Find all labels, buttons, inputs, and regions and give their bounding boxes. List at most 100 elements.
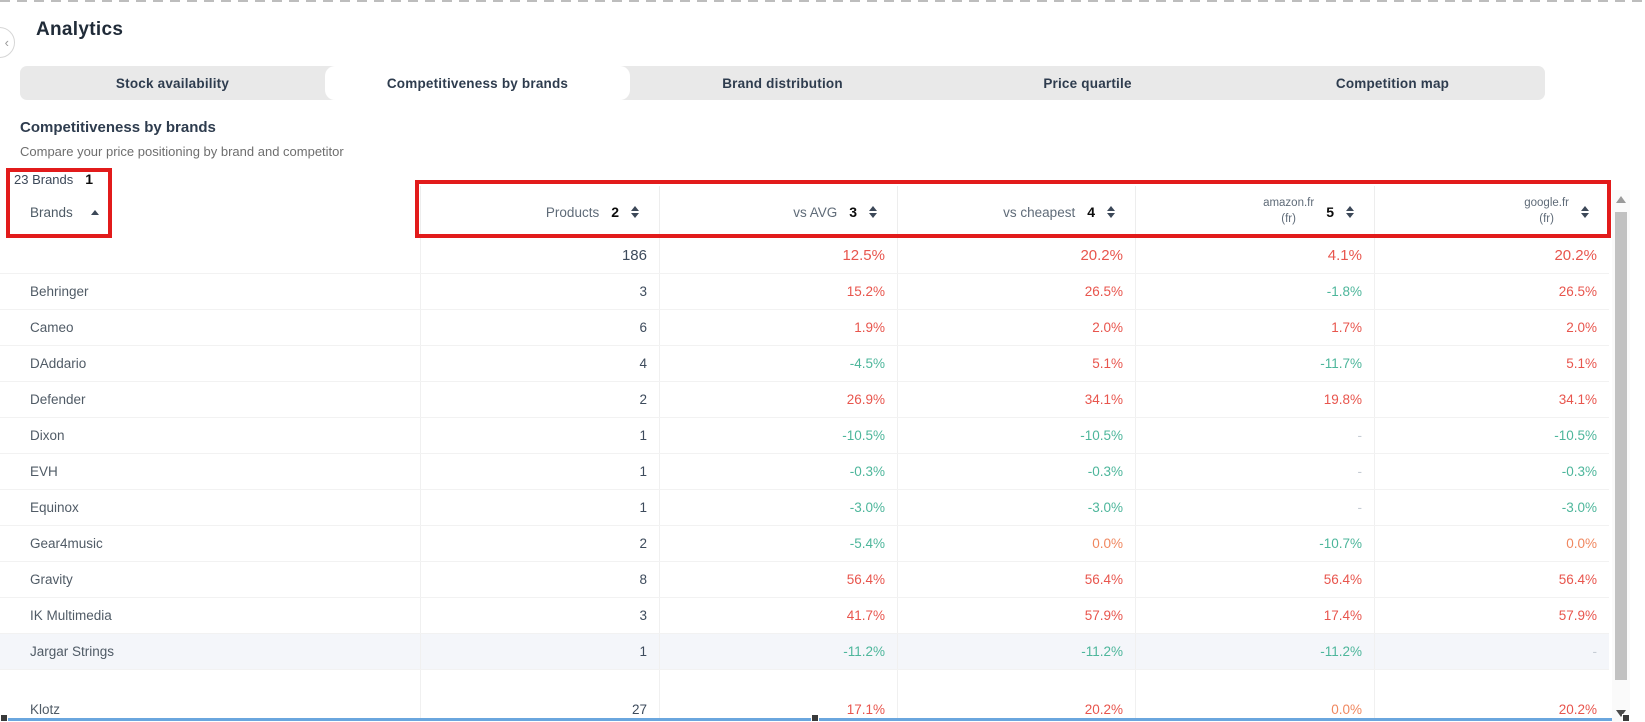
google-fr-cell: 5.1% <box>1374 346 1609 381</box>
sort-ascending-icon[interactable] <box>90 209 99 215</box>
amazon-fr-cell: - <box>1135 454 1374 489</box>
products-cell: 1 <box>420 418 659 453</box>
scrollbar-thumb[interactable] <box>1615 212 1627 680</box>
brand-cell: Dixon <box>30 428 65 443</box>
google-fr-cell: 0.0% <box>1374 526 1609 561</box>
google-fr-cell: -3.0% <box>1374 490 1609 525</box>
brand-cell: EVH <box>30 464 58 479</box>
table-header-row: Brands Products 2 vs AVG 3 vs cheapest 4… <box>0 186 1609 238</box>
table-row[interactable]: Equinox 1 -3.0% -3.0% - -3.0% <box>0 490 1609 526</box>
table-row[interactable]: Klotz 27 17.1% 20.2% 0.0% 20.2% <box>0 670 1609 720</box>
scrollbar-down-arrow-icon[interactable] <box>1612 710 1630 722</box>
vs-cheapest-cell: -3.0% <box>897 490 1135 525</box>
column-header-brands[interactable]: Brands <box>0 186 420 238</box>
sort-icon[interactable] <box>869 206 877 218</box>
table-row[interactable]: EVH 1 -0.3% -0.3% - -0.3% <box>0 454 1609 490</box>
brand-cell <box>0 238 420 273</box>
products-cell: 6 <box>420 310 659 345</box>
table-row[interactable]: Jargar Strings 1 -11.2% -11.2% -11.2% - <box>0 634 1609 670</box>
column-header-google-fr[interactable]: google.fr (fr) <box>1374 186 1609 238</box>
brand-cell: Gear4music <box>30 536 103 551</box>
column-header-vs-avg[interactable]: vs AVG 3 <box>659 186 897 238</box>
selection-outline-top <box>0 0 1645 2</box>
brand-cell: Defender <box>30 392 86 407</box>
table-row[interactable]: Behringer 3 15.2% 26.5% -1.8% 26.5% <box>0 274 1609 310</box>
google-fr-cell: 2.0% <box>1374 310 1609 345</box>
vs-avg-cell: -3.0% <box>659 490 897 525</box>
tab-brand-distribution[interactable]: Brand distribution <box>722 75 843 91</box>
vs-avg-cell: -5.4% <box>659 526 897 561</box>
vs-cheapest-cell: -11.2% <box>897 634 1135 669</box>
google-fr-cell: -0.3% <box>1374 454 1609 489</box>
vs-cheapest-cell: 2.0% <box>897 310 1135 345</box>
table-row[interactable]: 186 12.5% 20.2% 4.1% 20.2% <box>0 238 1609 274</box>
selection-handle[interactable] <box>811 714 819 722</box>
sort-icon[interactable] <box>1107 206 1115 218</box>
annotation-number-1: 1 <box>85 171 94 187</box>
google-fr-cell: 56.4% <box>1374 562 1609 597</box>
vs-avg-cell: 56.4% <box>659 562 897 597</box>
competitiveness-table: Brands Products 2 vs AVG 3 vs cheapest 4… <box>0 186 1609 720</box>
products-cell: 3 <box>420 274 659 309</box>
products-cell: 4 <box>420 346 659 381</box>
brand-cell: Jargar Strings <box>30 644 115 659</box>
products-cell: 2 <box>420 526 659 561</box>
vs-cheapest-cell: 34.1% <box>897 382 1135 417</box>
amazon-fr-cell: - <box>1135 418 1374 453</box>
vs-cheapest-cell: -10.5% <box>897 418 1135 453</box>
vs-cheapest-cell: 20.2% <box>897 670 1135 720</box>
amazon-fr-cell: 1.7% <box>1135 310 1374 345</box>
selection-handle[interactable] <box>0 714 8 722</box>
products-cell: 8 <box>420 562 659 597</box>
products-cell: 186 <box>420 238 659 273</box>
products-cell: 27 <box>420 670 659 720</box>
sort-icon[interactable] <box>1346 206 1354 218</box>
scrollbar-up-arrow-icon[interactable] <box>1612 190 1630 208</box>
vs-cheapest-cell: 56.4% <box>897 562 1135 597</box>
vertical-scrollbar[interactable] <box>1612 190 1630 722</box>
google-fr-cell: 20.2% <box>1374 238 1609 273</box>
vs-cheapest-cell: 57.9% <box>897 598 1135 633</box>
table-row[interactable]: Gear4music 2 -5.4% 0.0% -10.7% 0.0% <box>0 526 1609 562</box>
vs-avg-cell: 26.9% <box>659 382 897 417</box>
column-header-amazon-fr[interactable]: amazon.fr (fr) 5 <box>1135 186 1374 238</box>
brand-cell: IK Multimedia <box>30 608 112 623</box>
brand-cell: Cameo <box>30 320 74 335</box>
collapse-panel-button[interactable]: ‹ <box>0 27 15 58</box>
vs-avg-cell: 15.2% <box>659 274 897 309</box>
brand-cell: Gravity <box>30 572 73 587</box>
brand-cell: DAddario <box>30 356 87 371</box>
vs-avg-cell: 41.7% <box>659 598 897 633</box>
page-title: Analytics <box>36 19 124 40</box>
table-row[interactable]: Gravity 8 56.4% 56.4% 56.4% 56.4% <box>0 562 1609 598</box>
table-row[interactable]: IK Multimedia 3 41.7% 57.9% 17.4% 57.9% <box>0 598 1609 634</box>
vs-cheapest-cell: -0.3% <box>897 454 1135 489</box>
table-row[interactable]: Cameo 6 1.9% 2.0% 1.7% 2.0% <box>0 310 1609 346</box>
vs-avg-cell: -10.5% <box>659 418 897 453</box>
selection-handle[interactable] <box>1622 714 1630 722</box>
vs-cheapest-cell: 0.0% <box>897 526 1135 561</box>
column-header-vs-cheapest[interactable]: vs cheapest 4 <box>897 186 1135 238</box>
table-row[interactable]: DAddario 4 -4.5% 5.1% -11.7% 5.1% <box>0 346 1609 382</box>
products-cell: 2 <box>420 382 659 417</box>
table-row[interactable]: Defender 2 26.9% 34.1% 19.8% 34.1% <box>0 382 1609 418</box>
products-cell: 1 <box>420 490 659 525</box>
amazon-fr-cell: -10.7% <box>1135 526 1374 561</box>
tab-competitiveness-by-brands[interactable]: Competitiveness by brands <box>325 66 630 100</box>
chevron-left-icon: ‹ <box>4 35 9 50</box>
column-header-products[interactable]: Products 2 <box>420 186 659 238</box>
amazon-fr-cell: -1.8% <box>1135 274 1374 309</box>
tab-price-quartile[interactable]: Price quartile <box>1043 75 1132 91</box>
amazon-fr-cell: - <box>1135 490 1374 525</box>
sort-icon[interactable] <box>1581 206 1589 218</box>
tab-competition-map[interactable]: Competition map <box>1335 75 1450 91</box>
analytics-tabbar: Stock availability Competitiveness by br… <box>20 66 1545 100</box>
annotation-number-5: 5 <box>1326 204 1334 220</box>
google-fr-cell: 57.9% <box>1374 598 1609 633</box>
brand-count: 23 Brands 1 <box>14 171 94 187</box>
sort-icon[interactable] <box>631 206 639 218</box>
brand-cell: Klotz <box>30 702 61 717</box>
table-row[interactable]: Dixon 1 -10.5% -10.5% - -10.5% <box>0 418 1609 454</box>
amazon-fr-cell: 0.0% <box>1135 670 1374 720</box>
tab-stock-availability[interactable]: Stock availability <box>115 75 230 91</box>
